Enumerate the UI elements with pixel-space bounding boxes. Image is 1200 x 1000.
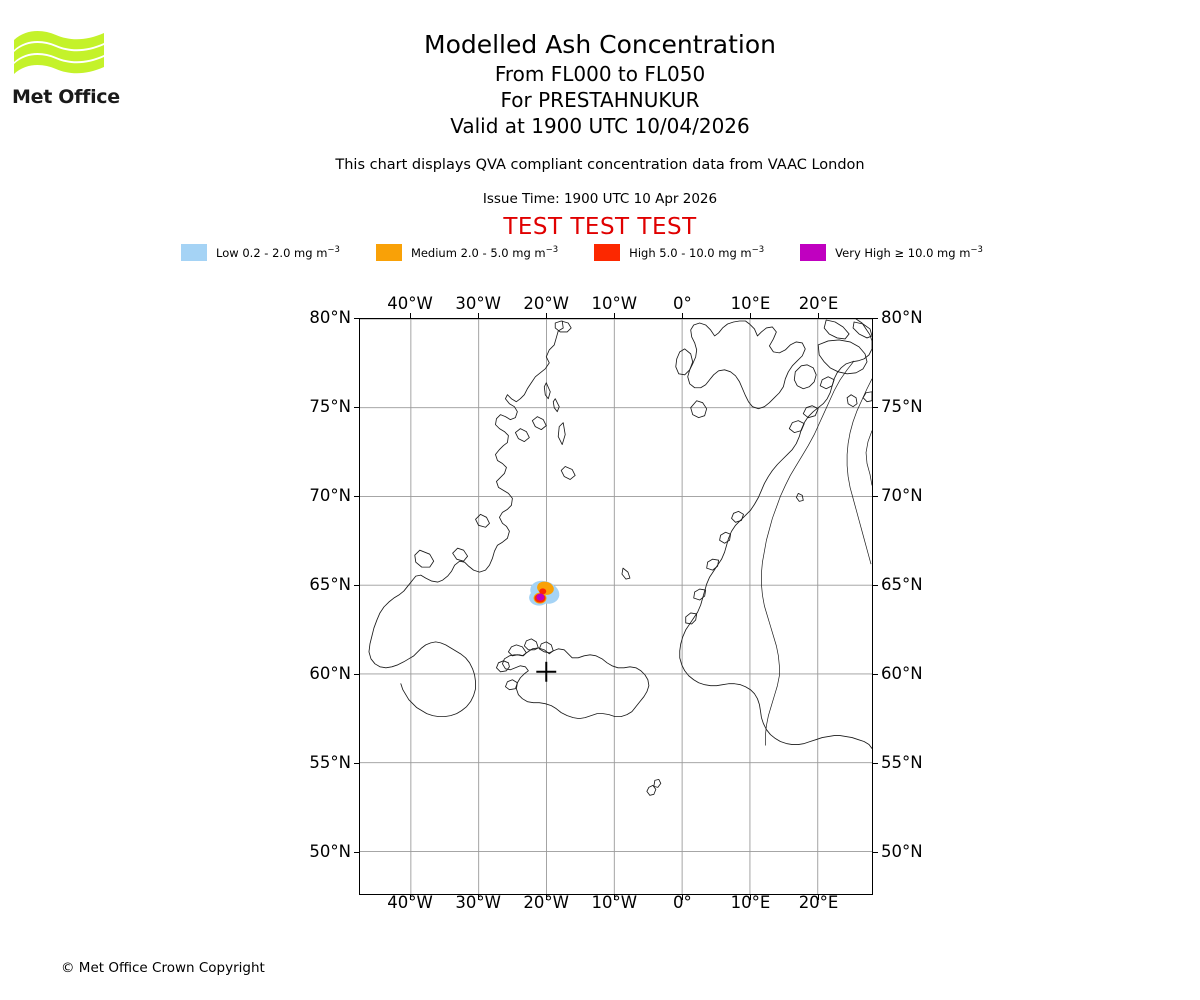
lat-tickmark-right-3 <box>873 584 878 587</box>
lat-tick-left-5: 55°N <box>309 753 351 773</box>
lat-tickmark-left-0 <box>354 317 359 319</box>
lon-tickmark-top-0 <box>409 313 411 318</box>
lat-tickmark-right-6 <box>873 851 878 854</box>
lat-tickmark-right-1 <box>873 406 878 408</box>
country-borders <box>761 360 872 746</box>
lon-tick-top-5: 10°E <box>730 294 771 313</box>
lon-tickmark-top-1 <box>477 313 480 318</box>
lat-tick-right-5: 55°N <box>881 753 923 773</box>
lat-tick-right-2: 70°N <box>881 486 923 506</box>
lat-tick-right-3: 65°N <box>881 575 923 595</box>
test-banner: TEST TEST TEST <box>503 214 697 240</box>
chart-note: This chart displays QVA compliant concen… <box>335 157 865 173</box>
legend-high-swatch <box>594 243 621 261</box>
map-canvas <box>360 319 872 894</box>
legend-very-high-swatch <box>800 243 827 261</box>
issue-time: Issue Time: 1900 UTC 10 Apr 2026 <box>482 191 718 207</box>
lon-tickmark-top-4 <box>681 313 684 318</box>
lat-tick-right-6: 50°N <box>881 842 923 862</box>
lon-tickmark-bottom-1 <box>477 895 480 900</box>
lat-tickmark-left-3 <box>354 584 359 587</box>
lon-tick-bottom-4: 0° <box>673 893 692 912</box>
lon-tick-bottom-1: 30°W <box>455 893 501 912</box>
concentration-legend: Low 0.2 - 2.0 mg m−3 Medium 2.0 - 5.0 mg… <box>0 243 1200 261</box>
legend-low-swatch <box>181 243 208 261</box>
legend-very-high: Very High ≥ 10.0 mg m−3 <box>800 243 1019 261</box>
lat-tick-right-1: 75°N <box>881 397 923 417</box>
lat-tickmark-left-4 <box>354 673 359 676</box>
lon-tick-top-4: 0° <box>673 294 692 313</box>
copyright-text: © Met Office Crown Copyright <box>61 960 265 976</box>
lon-tick-bottom-0: 40°W <box>387 893 433 912</box>
met-office-logo: Met Office <box>12 26 122 116</box>
lat-tick-left-1: 75°N <box>309 397 351 417</box>
lon-tick-bottom-5: 10°E <box>730 893 771 912</box>
volcano-marker <box>536 661 557 682</box>
lat-tickmark-left-6 <box>354 851 359 854</box>
lat-tick-left-4: 60°N <box>309 664 351 684</box>
lon-tick-bottom-3: 10°W <box>591 893 638 912</box>
lon-tick-top-6: 20°E <box>798 294 839 313</box>
lon-tickmark-top-2 <box>545 313 548 318</box>
lon-tick-top-3: 10°W <box>591 294 638 313</box>
legend-medium: Medium 2.0 - 5.0 mg m−3 <box>375 243 594 261</box>
lon-tickmark-bottom-3 <box>613 895 616 900</box>
lat-tickmark-left-1 <box>354 406 359 408</box>
lat-tickmark-left-2 <box>354 495 359 497</box>
legend-medium-swatch <box>375 243 402 261</box>
lon-tick-top-2: 20°W <box>523 294 569 313</box>
lon-tickmark-bottom-4 <box>681 895 684 900</box>
lat-tick-right-0: 80°N <box>881 308 923 327</box>
title-block: Modelled Ash Concentration From FL000 to… <box>0 28 1200 139</box>
met-office-wave-mark <box>14 30 104 74</box>
lon-tickmark-bottom-5 <box>749 895 752 900</box>
legend-very-high-label: Very High ≥ 10.0 mg m−3 <box>835 244 983 260</box>
lon-tickmark-top-3 <box>613 313 616 318</box>
lat-tickmark-right-2 <box>873 495 878 497</box>
legend-low-label: Low 0.2 - 2.0 mg m−3 <box>216 244 340 260</box>
legend-medium-label: Medium 2.0 - 5.0 mg m−3 <box>410 244 559 260</box>
lat-tick-left-2: 70°N <box>309 486 351 506</box>
lat-tick-left-3: 65°N <box>309 575 351 595</box>
met-office-logo-text: Met Office <box>12 86 120 108</box>
coastlines <box>368 319 872 796</box>
ash-plume-overlay <box>529 580 560 606</box>
flight-level-subtitle: From FL000 to FL050 <box>494 62 706 86</box>
lon-tickmark-bottom-0 <box>409 895 411 900</box>
lat-tick-left-0: 80°N <box>309 308 351 327</box>
legend-high: High 5.0 - 10.0 mg m−3 <box>594 243 800 261</box>
lon-tick-bottom-6: 20°E <box>798 893 839 912</box>
legend-low: Low 0.2 - 2.0 mg m−3 <box>181 243 376 261</box>
lon-tickmark-bottom-6 <box>818 895 820 900</box>
lon-tick-bottom-2: 20°W <box>523 893 569 912</box>
lon-tickmark-bottom-2 <box>545 895 548 900</box>
lat-tickmark-left-5 <box>354 762 359 765</box>
lat-tickmark-right-5 <box>873 762 878 765</box>
lat-tickmark-right-4 <box>873 673 878 676</box>
lon-tickmark-top-5 <box>749 313 752 318</box>
lon-tick-top-0: 40°W <box>387 294 433 313</box>
lon-tickmark-top-6 <box>818 313 820 318</box>
lat-tick-right-4: 60°N <box>881 664 923 684</box>
volcano-subtitle: For PRESTAHNUKUR <box>500 88 700 112</box>
lat-tick-left-6: 50°N <box>309 842 351 862</box>
map-gridlines <box>360 319 872 894</box>
legend-high-label: High 5.0 - 10.0 mg m−3 <box>629 244 765 260</box>
page-title: Modelled Ash Concentration <box>424 30 776 59</box>
lon-tick-top-1: 30°W <box>455 294 501 313</box>
valid-time-subtitle: Valid at 1900 UTC 10/04/2026 <box>450 114 750 138</box>
ash-concentration-map[interactable] <box>359 318 873 895</box>
lat-tickmark-right-0 <box>873 317 878 319</box>
